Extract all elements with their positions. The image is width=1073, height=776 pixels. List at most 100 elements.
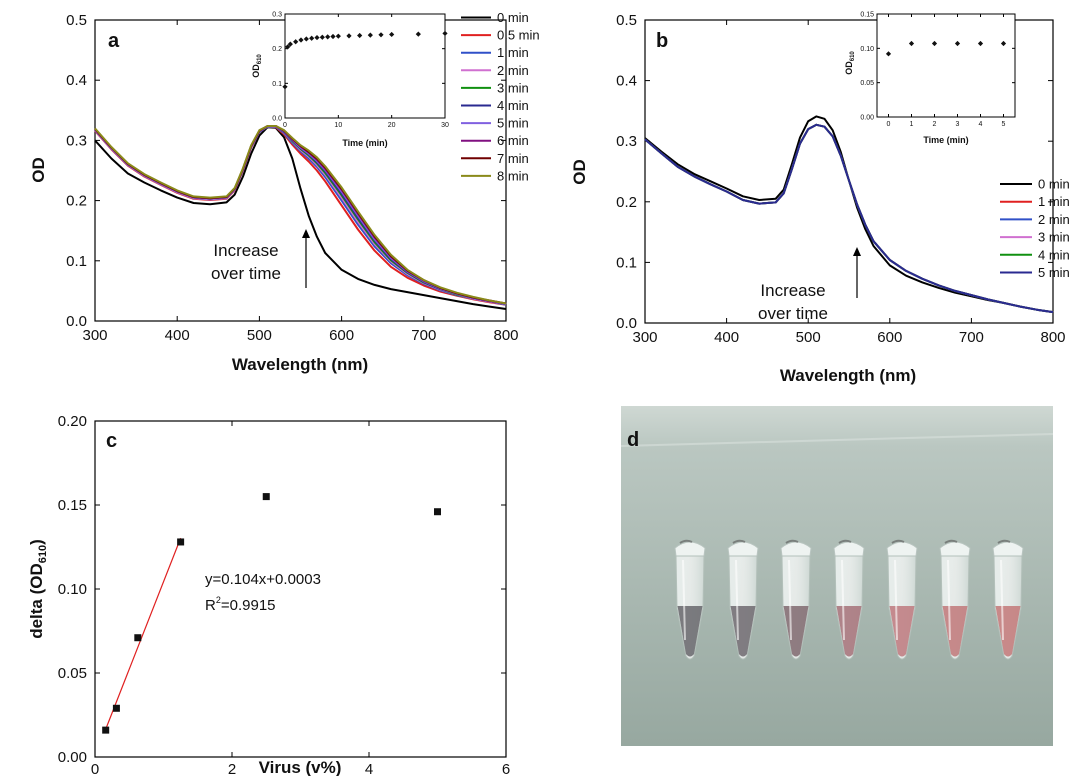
panel-b-annotation-line1: Increase — [760, 281, 825, 300]
y-tick-label: 0.10 — [860, 46, 874, 53]
x-tick-label: 0 — [887, 121, 891, 128]
panel-b-inset-points — [885, 40, 1007, 57]
tube-cap — [992, 541, 1024, 557]
panel-b-frame — [644, 19, 1054, 324]
tube — [780, 539, 812, 660]
y-tick-label: 0.2 — [272, 46, 282, 53]
panel-a-inset-points — [282, 30, 448, 90]
inset-b-point — [1000, 40, 1007, 47]
inset-a-point — [442, 30, 448, 37]
scatter-point — [434, 508, 441, 516]
panel-a-arrow-head — [302, 229, 310, 238]
inset-a-point — [309, 35, 315, 41]
panel-a-ylabel: OD — [29, 157, 48, 183]
tube-rack — [674, 539, 1024, 660]
x-tick-label: 0 — [283, 122, 287, 129]
series-line-0 — [94, 126, 507, 310]
inset-a-point — [415, 31, 421, 37]
tube-cap-hinge — [944, 539, 958, 544]
inset-b-point — [931, 40, 938, 47]
scatter-point — [102, 726, 110, 734]
x-tick-label: 600 — [329, 327, 354, 344]
inset-a-point — [319, 34, 325, 40]
scatter-point — [262, 493, 270, 501]
panel-a-xlabel: Wavelength (nm) — [232, 355, 368, 374]
tube — [727, 539, 759, 660]
inset-b-point — [885, 51, 892, 57]
panel-c-points — [102, 493, 441, 734]
y-tick-label: 0.3 — [66, 132, 87, 149]
x-tick-label: 4 — [979, 121, 983, 128]
tube-highlight — [841, 559, 845, 641]
tube-cap — [833, 541, 865, 557]
legend-label-1: 1 min — [1038, 194, 1070, 209]
scatter-point — [112, 704, 120, 712]
panel-c-xlabel: Virus (v%) — [259, 758, 342, 776]
tube-cap — [886, 541, 918, 557]
panel-b-arrow-head — [853, 247, 861, 256]
panel-b-inset-frame — [876, 13, 1016, 118]
y-tick-label: 0.05 — [860, 80, 874, 87]
legend-label-2: 1 min — [497, 45, 529, 60]
x-tick-label: 800 — [493, 327, 518, 344]
series-line-9 — [94, 125, 507, 305]
inset-a-point — [314, 34, 320, 41]
inset-a-point — [330, 33, 336, 40]
inset-a-point — [389, 31, 395, 38]
y-tick-label: 0.00 — [58, 749, 87, 766]
panel-d-photo: d — [620, 406, 1054, 746]
panel-d-label: d — [627, 429, 639, 451]
legend-label-3: 3 min — [1038, 230, 1070, 245]
x-tick-label: 1 — [910, 121, 914, 128]
inset-b-point — [977, 40, 984, 47]
panel-a-legend: 0 min 0.5 min 1 min 2 min 3 min 4 min 5 min 6 m… — [461, 10, 540, 183]
legend-label-4: 3 min — [497, 80, 529, 95]
y-tick-label: 0.20 — [58, 413, 87, 430]
x-tick-label: 2 — [933, 121, 937, 128]
tube-highlight — [947, 559, 951, 641]
legend-label-5: 4 min — [497, 98, 529, 113]
inset-a-point — [335, 33, 341, 39]
tube-highlight — [894, 559, 898, 641]
panel-b-xlabel: Wavelength (nm) — [780, 366, 916, 385]
tube-cap — [674, 541, 706, 557]
panel-a-label: a — [108, 30, 120, 52]
tube-cap-hinge — [891, 539, 905, 544]
x-tick-label: 400 — [165, 327, 190, 344]
legend-label-6: 5 min — [497, 116, 529, 131]
x-tick-label: 10 — [334, 122, 342, 129]
tube-highlight — [735, 559, 739, 641]
tube-cap — [939, 541, 971, 557]
inset-a-point — [357, 32, 363, 39]
x-tick-label: 30 — [441, 122, 449, 129]
y-tick-label: 0.10 — [58, 581, 87, 598]
scatter-point — [134, 634, 142, 642]
y-tick-label: 0.2 — [66, 193, 87, 210]
panel-c-label: c — [106, 430, 117, 452]
panel-b-inset-ylabel: OD610 — [844, 51, 856, 75]
x-tick-label: 500 — [796, 329, 821, 346]
tube-cap-hinge — [785, 539, 799, 544]
panel-c-ticks: 0 2 4 6 0.00 0.05 0.10 0.15 0.20 — [58, 413, 510, 776]
tube-cap — [727, 541, 759, 557]
y-tick-label: 0.00 — [860, 115, 874, 122]
y-tick-label: 0.1 — [272, 81, 282, 88]
inset-a-point — [298, 37, 304, 43]
legend-label-8: 7 min — [497, 151, 529, 166]
x-tick-label: 4 — [365, 761, 373, 776]
scatter-point — [177, 538, 185, 546]
x-tick-label: 700 — [411, 327, 436, 344]
inset-b-point — [954, 40, 961, 47]
x-tick-label: 3 — [956, 121, 960, 128]
panel-a-inset-ticks: 0 10 20 30 0.0 0.1 0.2 0.3 — [272, 12, 449, 130]
panel-c-fit-r2: R2=0.9915 — [205, 595, 276, 614]
y-tick-label: 0.15 — [860, 12, 874, 19]
inset-a-point — [378, 32, 384, 38]
tube — [886, 539, 918, 660]
panel-a-inset: 0 10 20 30 0.0 0.1 0.2 0.3 Time (min) OD610 — [251, 12, 449, 149]
tube-cap — [780, 541, 812, 557]
x-tick-label: 800 — [1040, 329, 1065, 346]
y-tick-label: 0.3 — [616, 133, 637, 150]
